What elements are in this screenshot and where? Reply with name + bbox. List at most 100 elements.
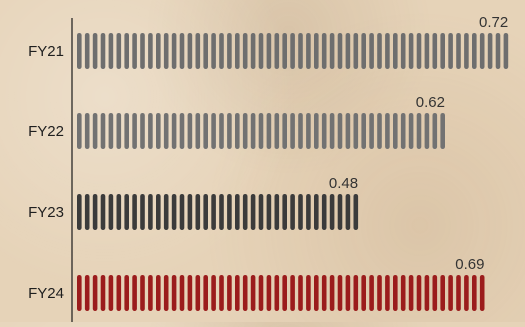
bar-segment	[195, 113, 201, 149]
bar-segment	[298, 33, 303, 69]
bar-segment	[464, 275, 469, 311]
bar-segment	[266, 275, 272, 311]
bar-segment	[195, 33, 201, 69]
bar-segment	[84, 33, 90, 69]
bar-segment	[329, 113, 335, 149]
bar-segment	[84, 194, 90, 230]
bar-segment	[353, 33, 359, 69]
bar-fy23	[77, 194, 359, 230]
bar-segment	[92, 275, 98, 311]
bar-fy22	[77, 113, 445, 149]
bar-segment	[242, 113, 248, 149]
bar-segment	[416, 113, 422, 149]
bar-segment	[440, 113, 445, 149]
bar-segment	[353, 113, 359, 149]
bar-segment	[337, 275, 343, 311]
bar-segment	[195, 275, 201, 311]
bar-segment	[432, 33, 438, 69]
bar-segment	[440, 275, 445, 311]
bar-segment	[108, 194, 114, 230]
bar-segment	[282, 33, 287, 69]
bar-segment	[92, 194, 98, 230]
bar-segment	[400, 113, 406, 149]
bar-segment	[163, 275, 169, 311]
bar-segment	[440, 33, 445, 69]
bar-segment	[385, 275, 390, 311]
bar-segment	[393, 33, 398, 69]
bar-segment	[377, 113, 382, 149]
bar-segment	[219, 33, 224, 69]
bar-segment	[377, 275, 382, 311]
bar-segment	[77, 113, 82, 149]
bar-segment	[274, 113, 280, 149]
bar-segment	[250, 275, 256, 311]
bar-segment	[472, 275, 477, 311]
bar-segment	[258, 113, 264, 149]
bar-segment	[187, 275, 193, 311]
category-label-fy24: FY24	[28, 285, 64, 302]
bar-segment	[329, 275, 335, 311]
bar-segment	[306, 194, 311, 230]
bar-segment	[369, 33, 374, 69]
bar-segment	[77, 194, 82, 230]
bar-segment	[250, 194, 256, 230]
bar-segment	[377, 33, 382, 69]
bar-segment	[124, 194, 129, 230]
bar-segment	[179, 33, 185, 69]
bar-segment	[408, 275, 414, 311]
bar-segment	[156, 33, 161, 69]
bar-segment	[108, 275, 114, 311]
bar-segment	[464, 33, 469, 69]
bar-segment	[219, 275, 224, 311]
bar-segment	[116, 194, 122, 230]
category-label-fy21: FY21	[28, 43, 64, 60]
bar-segment	[108, 33, 114, 69]
bar-segment	[258, 194, 264, 230]
value-label-fy23: 0.48	[329, 175, 358, 192]
bar-segment	[345, 275, 351, 311]
bar-segment	[148, 275, 153, 311]
bar-segment	[345, 194, 351, 230]
category-label-fy22: FY22	[28, 123, 64, 140]
bar-segment	[329, 33, 335, 69]
bar-segment	[266, 113, 272, 149]
bars-layer	[77, 33, 509, 311]
bar-segment	[77, 33, 82, 69]
bar-segment	[298, 194, 303, 230]
bar-segment	[187, 33, 193, 69]
bar-segment	[393, 275, 398, 311]
bar-segment	[140, 113, 145, 149]
bar-segment	[448, 275, 453, 311]
bar-segment	[274, 275, 280, 311]
bar-segment	[314, 194, 319, 230]
bar-segment	[84, 275, 90, 311]
bar-segment	[195, 194, 201, 230]
bar-segment	[400, 33, 406, 69]
bar-segment	[337, 113, 343, 149]
bar-segment	[314, 33, 319, 69]
bar-segment	[274, 33, 280, 69]
bar-segment	[84, 113, 90, 149]
bar-segment	[116, 33, 122, 69]
bar-segment	[282, 194, 287, 230]
bar-segment	[448, 33, 453, 69]
bar-segment	[140, 33, 145, 69]
bar-segment	[116, 275, 122, 311]
bar-segment	[321, 113, 327, 149]
category-label-fy23: FY23	[28, 204, 64, 221]
bar-segment	[179, 275, 185, 311]
bar-segment	[432, 275, 438, 311]
bar-segment	[203, 113, 208, 149]
bar-segment	[353, 275, 359, 311]
bar-segment	[235, 194, 240, 230]
bar-segment	[124, 33, 129, 69]
bar-segment	[171, 113, 177, 149]
bar-segment	[100, 194, 106, 230]
bar-segment	[369, 113, 374, 149]
bar-segment	[163, 194, 169, 230]
bar-segment	[329, 194, 335, 230]
bar-segment	[321, 33, 327, 69]
bar-segment	[235, 113, 240, 149]
bar-segment	[369, 275, 374, 311]
bar-segment	[250, 33, 256, 69]
